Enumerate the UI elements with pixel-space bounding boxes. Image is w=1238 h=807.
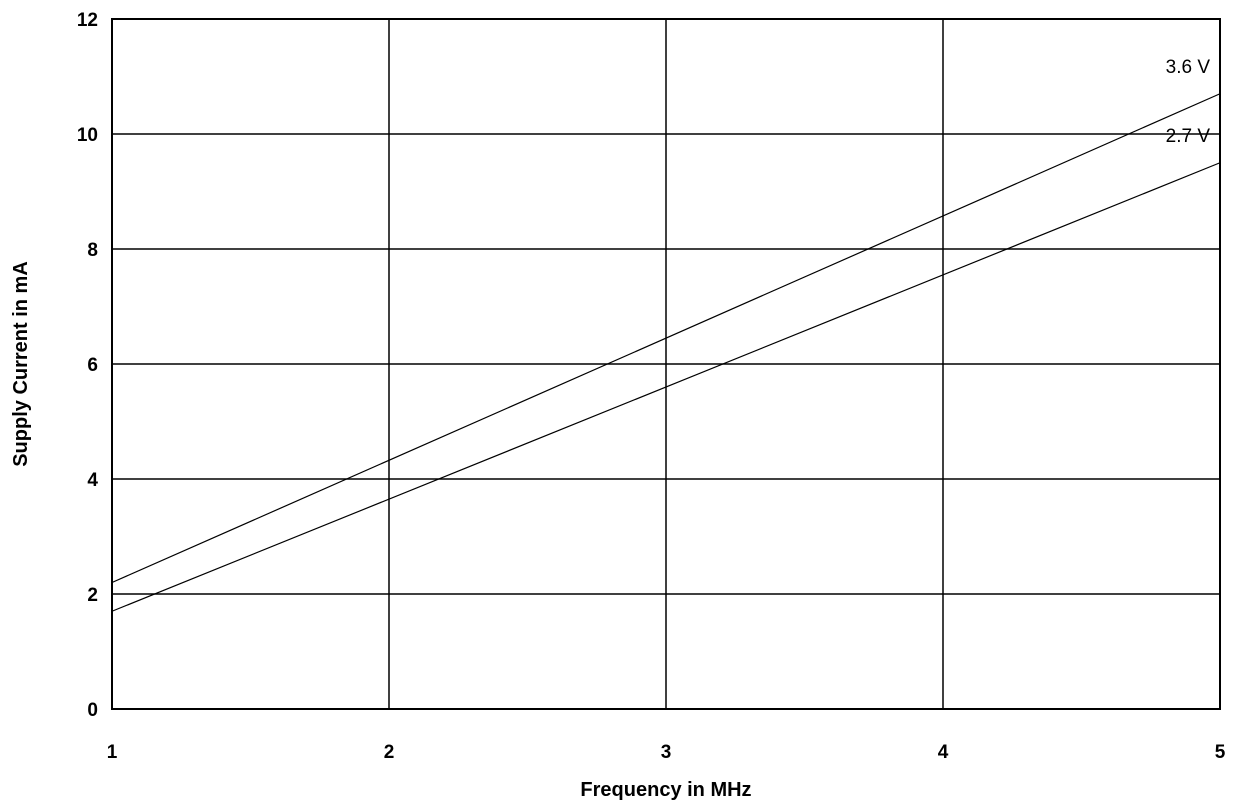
grid-lines bbox=[112, 19, 1220, 709]
y-tick-label: 10 bbox=[77, 125, 98, 146]
y-axis-title: Supply Current in mA bbox=[10, 261, 32, 467]
x-tick-label: 2 bbox=[384, 742, 395, 763]
series-label: 2.7 V bbox=[1166, 126, 1211, 147]
y-tick-label: 6 bbox=[87, 355, 98, 376]
x-tick-label: 5 bbox=[1215, 742, 1226, 763]
y-tick-labels: 0 2 4 6 8 10 12 bbox=[77, 10, 99, 721]
plot-frame bbox=[111, 18, 1221, 710]
y-tick-label: 0 bbox=[87, 700, 98, 721]
y-tick-label: 8 bbox=[87, 240, 98, 261]
x-tick-labels: 1 2 3 4 5 bbox=[107, 742, 1226, 763]
series-line bbox=[111, 162, 1221, 612]
x-tick-label: 4 bbox=[938, 742, 949, 763]
y-tick-label: 12 bbox=[77, 10, 98, 31]
y-tick-label: 2 bbox=[87, 585, 98, 606]
series-lines: 3.6 V 2.7 V bbox=[111, 57, 1221, 612]
x-tick-label: 3 bbox=[661, 742, 672, 763]
x-axis-title: Frequency in MHz bbox=[580, 779, 751, 801]
x-tick-label: 1 bbox=[107, 742, 118, 763]
y-tick-label: 4 bbox=[87, 470, 98, 491]
series-label: 3.6 V bbox=[1166, 57, 1211, 78]
series-line bbox=[111, 93, 1221, 584]
